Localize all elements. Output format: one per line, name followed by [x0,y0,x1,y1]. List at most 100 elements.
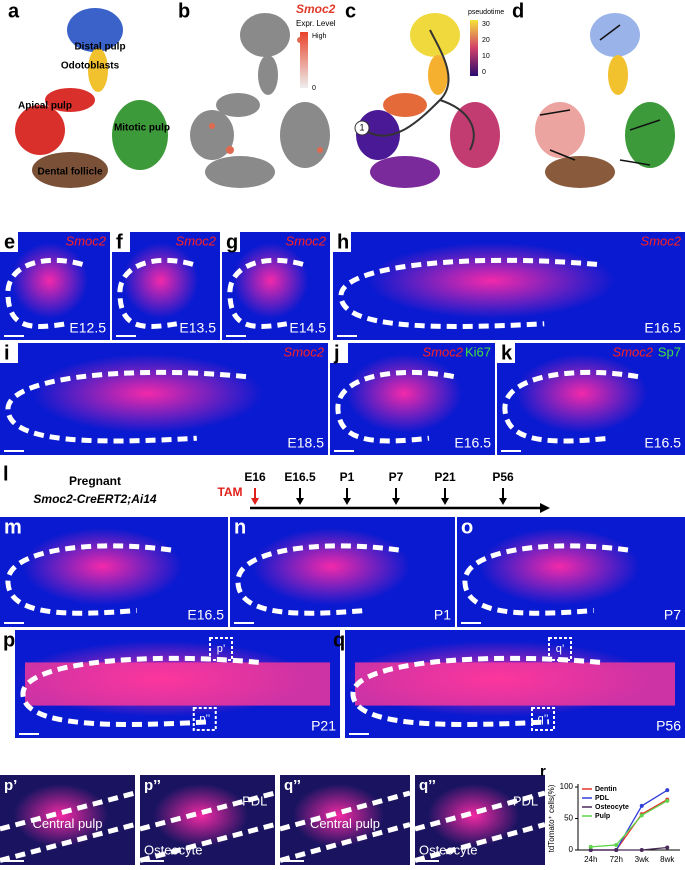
umap-clusters [15,8,168,188]
x-tick-label: 8wk [660,855,675,864]
y-tick-label: 0 [569,845,574,854]
tdtomato-signal [11,242,88,319]
genotype: Smoc2-CreERT2;Ai14 [33,492,156,506]
panel-label: q’’ [284,777,301,794]
umap-pseudotime [354,13,500,188]
label-backing [0,343,18,363]
treatment: TAM [217,485,242,499]
legend-title: pseudotime [468,9,504,16]
panel-label: p [3,629,15,651]
stain-label: Sp7 [658,344,681,359]
timepoint-arrowhead [343,498,351,505]
micrograph-panel: h Smoc2 E16.5 [333,231,685,340]
micrograph-panel: q P56 q’ q’’ [333,629,685,738]
tdtomato-signal [355,662,675,706]
epithelium-outline [5,543,172,616]
stage-label: E16.5 [187,607,224,623]
epithelium-outline [414,790,546,863]
epithelium-outline [279,790,411,863]
timepoint-label: P21 [434,470,456,484]
micrograph-panel: e Smoc2 E12.5 [0,231,110,340]
stage-label: P21 [311,718,336,734]
epithelium-outline [5,369,247,444]
tdtomato-signal [368,242,615,319]
data-point [639,813,644,818]
timepoint-label: P1 [340,470,355,484]
x-tick-label: 3wk [635,855,650,864]
panel-label: m [4,516,22,538]
legend-label: Dentin [595,786,617,793]
stain-label: Ki67 [465,344,491,359]
panel-label: h [337,231,349,253]
timepoint-arrowhead [499,498,507,505]
series-line [590,846,668,851]
root-label: 1 [359,122,364,132]
stain-label: Smoc2 [613,344,654,359]
stain-label: Smoc2 [284,344,325,359]
inset-label: q’’ [538,713,549,725]
y-axis-title: tdTomato⁺ cells(%) [547,784,556,852]
micrograph-panel: g Smoc2 E14.5 [222,231,330,340]
legend-tick: 30 [482,21,490,28]
legend-tick: 0 [482,69,486,76]
legend-label: 0 [312,85,316,92]
data-point [665,788,670,793]
inset-box [548,637,572,661]
panel-label: k [501,342,513,364]
panel-label: a [8,0,20,22]
region-label: Central pulp [32,816,102,831]
epithelium-outline [235,543,400,616]
panel-label: p’ [4,777,17,794]
tdtomato-signal [153,784,248,847]
stage-label: E16.5 [644,320,681,336]
panel-label: q’’ [419,777,436,794]
inset-label: p’’ [199,713,210,725]
color-bar [470,20,478,76]
micrograph-panel: p P21 p’ p’’ [3,629,340,738]
epithelium-outline [5,257,84,329]
timepoint-label: P56 [492,470,514,484]
tdtomato-signal [479,528,640,605]
data-point [639,803,644,808]
timepoint-label: E16 [244,470,266,484]
cell-label: Osteocyte [419,842,478,857]
stage-label: E16.5 [644,435,681,451]
panel-label: r [540,763,546,780]
inset-box [192,707,217,731]
micrograph-panel: p’ Central pulp [0,775,136,865]
panel-label: i [4,342,10,364]
micrograph-panel: j Smoc2 Ki67 E16.5 [330,342,495,455]
tdtomato-signal [252,528,410,605]
stage-label: E16.5 [454,435,491,451]
timepoint-arrowhead [296,498,304,505]
region-label: PDL [242,793,267,808]
tdtomato-signal [13,784,108,847]
cell-label: Osteocyte [144,842,203,857]
region-label: Central pulp [310,816,380,831]
data-point [588,848,593,852]
cluster-label: Dental follicle [37,167,102,178]
label-backing [497,343,515,363]
inset-label: q’ [556,643,565,655]
y-tick-label: 50 [564,814,573,823]
stain-label: Smoc2 [286,233,327,248]
data-point [614,848,619,852]
panel-label: l [3,463,9,485]
label-backing [112,232,130,252]
panel-label: d [512,0,524,22]
legend-tick: 10 [482,53,490,60]
tdtomato-signal [25,662,330,706]
series-line [590,800,668,848]
timeline-arrowhead [540,503,550,513]
tdtomato-signal [428,784,519,847]
data-point [665,798,670,803]
label-backing [333,232,351,252]
stage-label: E18.5 [287,435,324,451]
color-bar [300,32,308,88]
stage-label: P7 [664,607,681,623]
inset-label: p’ [217,643,226,655]
legend-label: Osteocyte [595,804,629,811]
epithelium-outline [0,790,136,863]
timeline-title: Pregnant [69,474,121,488]
